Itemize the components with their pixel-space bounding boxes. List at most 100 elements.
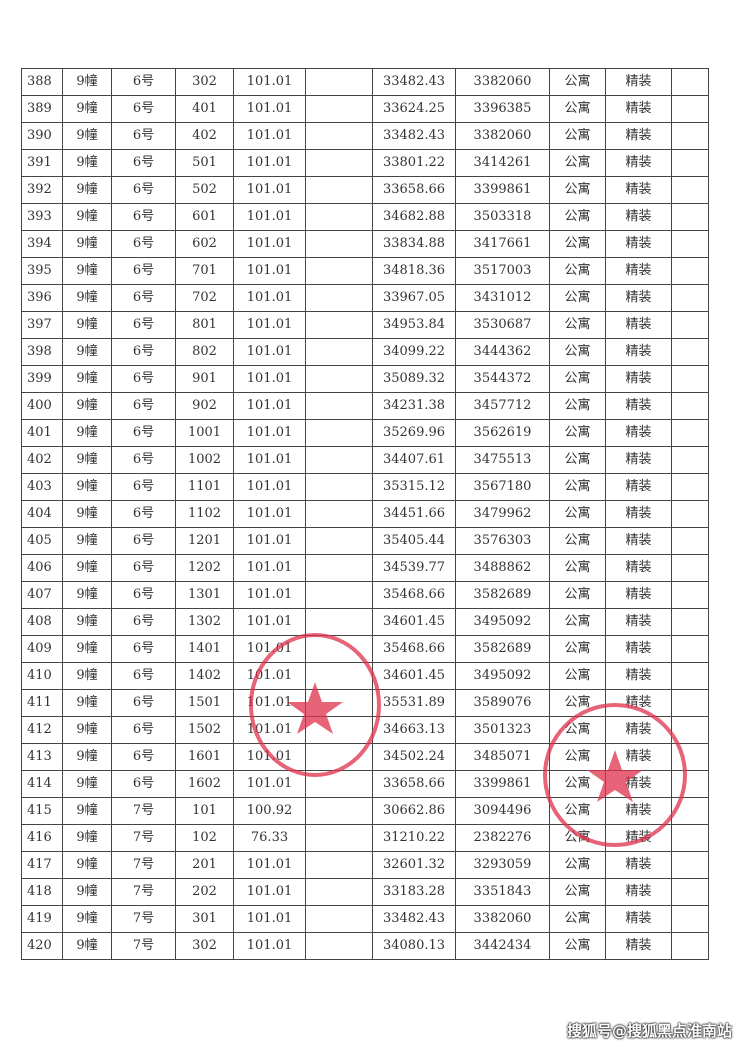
table-row: 409 9幢 6号 1401 101.01 35468.66 3582689 公寓 精装 xyxy=(21,635,709,663)
cell-building: 9幢 xyxy=(62,284,112,312)
cell-unit: 7号 xyxy=(111,878,176,906)
cell-row-number: 389 xyxy=(21,95,63,123)
cell-remark xyxy=(671,851,709,879)
cell-usage: 公寓 xyxy=(549,932,606,960)
cell-building: 9幢 xyxy=(62,797,112,825)
cell-blank xyxy=(305,743,373,771)
cell-area: 101.01 xyxy=(233,662,306,690)
cell-usage: 公寓 xyxy=(549,203,606,231)
cell-area: 101.01 xyxy=(233,905,306,933)
cell-unit-price: 35531.89 xyxy=(372,689,456,717)
cell-row-number: 416 xyxy=(21,824,63,852)
cell-unit: 6号 xyxy=(111,122,176,150)
cell-building: 9幢 xyxy=(62,257,112,285)
cell-decoration: 精装 xyxy=(605,311,672,339)
price-list-table: 388 9幢 6号 302 101.01 33482.43 3382060 公寓 精装 389 9幢… xyxy=(21,68,709,960)
table-row: 413 9幢 6号 1601 101.01 34502.24 3485071 公寓 精装 xyxy=(21,743,709,771)
cell-total-price: 3396385 xyxy=(455,95,550,123)
cell-unit: 6号 xyxy=(111,608,176,636)
cell-unit-price: 33967.05 xyxy=(372,284,456,312)
cell-area: 101.01 xyxy=(233,392,306,420)
cell-usage: 公寓 xyxy=(549,770,606,798)
cell-blank xyxy=(305,230,373,258)
cell-building: 9幢 xyxy=(62,716,112,744)
cell-building: 9幢 xyxy=(62,581,112,609)
cell-room: 802 xyxy=(175,338,234,366)
cell-unit-price: 34407.61 xyxy=(372,446,456,474)
cell-row-number: 390 xyxy=(21,122,63,150)
cell-building: 9幢 xyxy=(62,203,112,231)
cell-area: 101.01 xyxy=(233,851,306,879)
cell-unit: 6号 xyxy=(111,689,176,717)
cell-total-price: 2382276 xyxy=(455,824,550,852)
cell-room: 901 xyxy=(175,365,234,393)
cell-unit-price: 34601.45 xyxy=(372,662,456,690)
cell-area: 101.01 xyxy=(233,68,306,96)
table-row: 411 9幢 6号 1501 101.01 35531.89 3589076 公寓 精装 xyxy=(21,689,709,717)
cell-room: 1201 xyxy=(175,527,234,555)
cell-total-price: 3382060 xyxy=(455,122,550,150)
cell-blank xyxy=(305,203,373,231)
table-row: 415 9幢 7号 101 100.92 30662.86 3094496 公寓 精装 xyxy=(21,797,709,825)
cell-total-price: 3457712 xyxy=(455,392,550,420)
cell-row-number: 398 xyxy=(21,338,63,366)
cell-remark xyxy=(671,743,709,771)
cell-row-number: 395 xyxy=(21,257,63,285)
cell-room: 302 xyxy=(175,932,234,960)
cell-blank xyxy=(305,716,373,744)
cell-row-number: 404 xyxy=(21,500,63,528)
cell-unit: 6号 xyxy=(111,338,176,366)
cell-row-number: 415 xyxy=(21,797,63,825)
cell-area: 101.01 xyxy=(233,878,306,906)
cell-usage: 公寓 xyxy=(549,446,606,474)
cell-unit: 6号 xyxy=(111,68,176,96)
cell-decoration: 精装 xyxy=(605,662,672,690)
cell-row-number: 402 xyxy=(21,446,63,474)
cell-blank xyxy=(305,446,373,474)
cell-unit: 6号 xyxy=(111,419,176,447)
cell-area: 101.01 xyxy=(233,473,306,501)
cell-usage: 公寓 xyxy=(549,635,606,663)
cell-blank xyxy=(305,905,373,933)
cell-row-number: 406 xyxy=(21,554,63,582)
table-row: 399 9幢 6号 901 101.01 35089.32 3544372 公寓 精装 xyxy=(21,365,709,393)
cell-unit-price: 33624.25 xyxy=(372,95,456,123)
cell-usage: 公寓 xyxy=(549,878,606,906)
cell-remark xyxy=(671,905,709,933)
cell-unit-price: 35405.44 xyxy=(372,527,456,555)
cell-total-price: 3399861 xyxy=(455,176,550,204)
cell-row-number: 403 xyxy=(21,473,63,501)
cell-row-number: 396 xyxy=(21,284,63,312)
cell-unit: 7号 xyxy=(111,851,176,879)
cell-total-price: 3544372 xyxy=(455,365,550,393)
cell-building: 9幢 xyxy=(62,311,112,339)
cell-remark xyxy=(671,716,709,744)
cell-area: 101.01 xyxy=(233,635,306,663)
cell-building: 9幢 xyxy=(62,446,112,474)
cell-room: 1002 xyxy=(175,446,234,474)
cell-remark xyxy=(671,122,709,150)
cell-total-price: 3501323 xyxy=(455,716,550,744)
cell-room: 1302 xyxy=(175,608,234,636)
cell-decoration: 精装 xyxy=(605,473,672,501)
cell-remark xyxy=(671,68,709,96)
table-row: 405 9幢 6号 1201 101.01 35405.44 3576303 公寓 精装 xyxy=(21,527,709,555)
cell-unit-price: 35269.96 xyxy=(372,419,456,447)
table-row: 396 9幢 6号 702 101.01 33967.05 3431012 公寓 精装 xyxy=(21,284,709,312)
cell-blank xyxy=(305,419,373,447)
cell-building: 9幢 xyxy=(62,932,112,960)
cell-remark xyxy=(671,635,709,663)
cell-remark xyxy=(671,554,709,582)
cell-building: 9幢 xyxy=(62,365,112,393)
cell-room: 1101 xyxy=(175,473,234,501)
cell-remark xyxy=(671,527,709,555)
cell-building: 9幢 xyxy=(62,905,112,933)
cell-unit-price: 34080.13 xyxy=(372,932,456,960)
cell-decoration: 精装 xyxy=(605,95,672,123)
cell-unit: 6号 xyxy=(111,95,176,123)
cell-room: 1402 xyxy=(175,662,234,690)
cell-blank xyxy=(305,527,373,555)
cell-area: 76.33 xyxy=(233,824,306,852)
cell-unit: 6号 xyxy=(111,743,176,771)
cell-usage: 公寓 xyxy=(549,527,606,555)
